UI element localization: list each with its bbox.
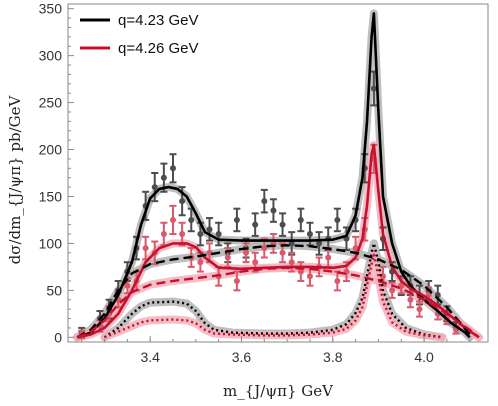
data-point-0-9 xyxy=(169,153,177,184)
series-line-peaks-4 xyxy=(103,242,443,339)
data-point-1-19 xyxy=(260,237,268,259)
y-tick-label-3: 150 xyxy=(39,188,63,204)
data-point-1-22 xyxy=(288,251,296,273)
y-tick-label-5: 250 xyxy=(39,95,63,111)
data-point-0-23 xyxy=(297,207,305,233)
data-point-1-33 xyxy=(388,281,396,299)
data-point-0-21 xyxy=(279,212,287,237)
y-tick-label-1: 50 xyxy=(46,282,62,298)
data-point-0-16 xyxy=(233,207,241,233)
legend-label-q423: q=4.23 GeV xyxy=(118,12,198,29)
plot-frame xyxy=(67,3,489,343)
y-tick-label-7: 350 xyxy=(39,1,63,17)
data-point-1-23 xyxy=(297,261,305,282)
y-tick-label-6: 300 xyxy=(39,48,63,64)
data-point-0-25 xyxy=(315,231,323,256)
data-point-0-22 xyxy=(288,231,296,256)
x-axis-label: m_{J/ψπ} GeV xyxy=(223,382,334,400)
data-point-1-16 xyxy=(233,270,241,292)
y-tick-label-2: 100 xyxy=(39,235,63,251)
data-point-1-17 xyxy=(242,242,250,264)
data-point-0-19 xyxy=(260,188,268,214)
data-point-0-20 xyxy=(269,198,277,223)
series-line-peaks-5 xyxy=(104,253,443,339)
x-tick-label-2: 3.8 xyxy=(323,349,343,365)
series-line-background-3 xyxy=(76,266,480,339)
series-line-total-1 xyxy=(76,143,480,339)
data-point-1-9 xyxy=(169,204,177,236)
series-line-background-2 xyxy=(76,244,471,339)
data-point-0-14 xyxy=(215,221,223,247)
x-tick-label-0: 3.4 xyxy=(140,349,160,365)
x-tick-label-3: 4.0 xyxy=(414,349,434,365)
data-point-0-27 xyxy=(333,207,341,233)
y-tick-label-4: 200 xyxy=(39,142,63,158)
data-point-1-10 xyxy=(178,221,186,247)
data-point-0-18 xyxy=(251,212,259,237)
data-point-0-12 xyxy=(196,221,204,247)
legend-label-q426: q=4.26 GeV xyxy=(118,40,198,57)
data-point-0-13 xyxy=(206,217,214,242)
tick-layer: 3.4 3.6 3.8 4.0 0 50 100 150 200 250 300 350 xyxy=(39,1,471,365)
x-tick-label-1: 3.6 xyxy=(232,349,252,365)
y-tick-label-0: 0 xyxy=(54,329,62,345)
data-point-0-7 xyxy=(151,172,159,203)
legend: q=4.23 GeV q=4.26 GeV xyxy=(80,12,198,57)
data-point-1-36 xyxy=(416,300,424,318)
plot-layer xyxy=(73,9,483,342)
series-line-total-0 xyxy=(76,12,471,339)
y-axis-label: dσ/dm_{J/ψπ} pb/GeV xyxy=(6,94,24,264)
